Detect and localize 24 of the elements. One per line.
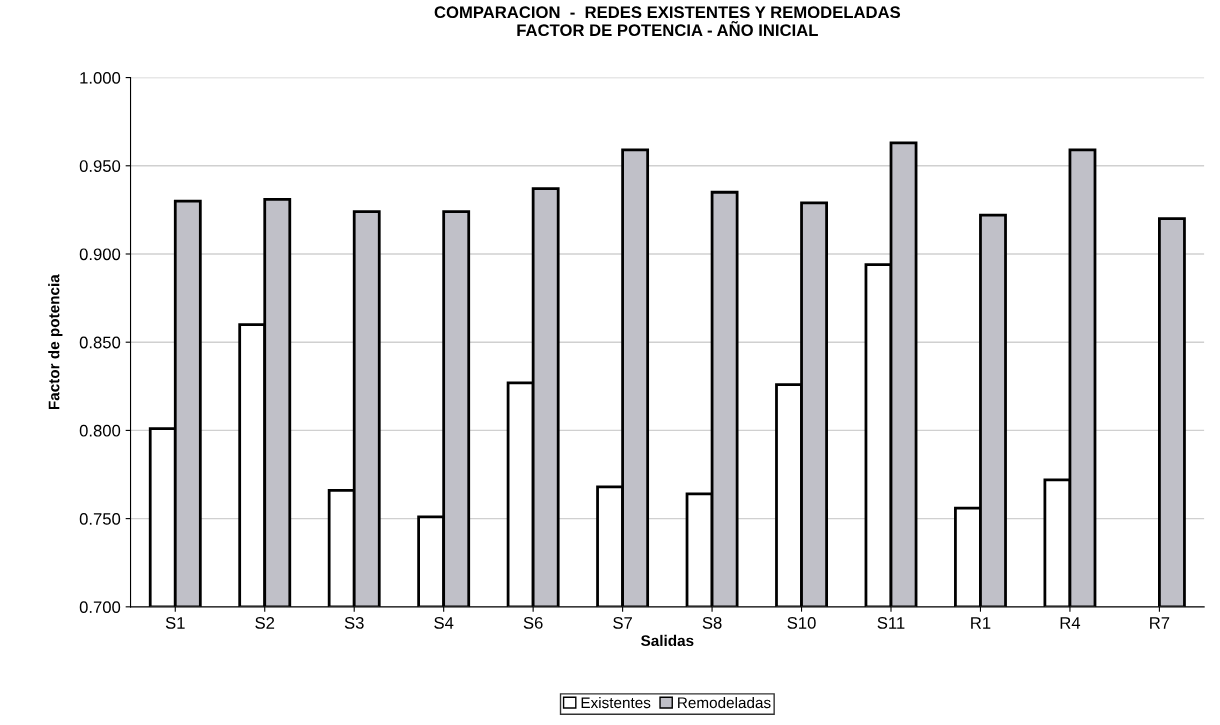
x-tick-label: S2 — [255, 616, 275, 629]
x-tick-label: R7 — [1150, 617, 1170, 629]
chart-title: COMPARACION - REDES EXISTENTES Y REMODELADAS FACTOR DE POTENCIA - AÑO INICIAL — [434, 6, 901, 37]
x-tick-label: S6 — [523, 616, 543, 629]
x-tick-label: S1 — [165, 616, 185, 629]
y-tick-label: 0.800 — [79, 424, 121, 437]
x-tick-label: S3 — [344, 616, 364, 629]
y-tick-label: 0.700 — [79, 601, 121, 614]
y-tick-label: 0.900 — [79, 248, 121, 261]
legend-label: Existentes — [581, 696, 651, 709]
y-tick-label: 0.850 — [79, 336, 121, 349]
y-tick-label: 0.950 — [79, 160, 121, 172]
x-tick-label: R1 — [971, 617, 991, 629]
y-tick-label: 0.750 — [79, 513, 121, 525]
x-tick-label: S4 — [434, 616, 454, 629]
x-axis-title: Salidas — [641, 634, 694, 647]
x-tick-label: S7 — [613, 616, 632, 629]
x-tick-label: S11 — [877, 616, 905, 629]
legend-label: Remodeladas — [678, 696, 771, 709]
y-tick-label: 1.000 — [80, 71, 121, 84]
x-tick-label: S8 — [702, 616, 722, 629]
x-tick-label: R4 — [1060, 617, 1081, 629]
x-tick-label: S10 — [787, 616, 816, 629]
y-axis-title: Factor de potencia — [48, 274, 63, 410]
